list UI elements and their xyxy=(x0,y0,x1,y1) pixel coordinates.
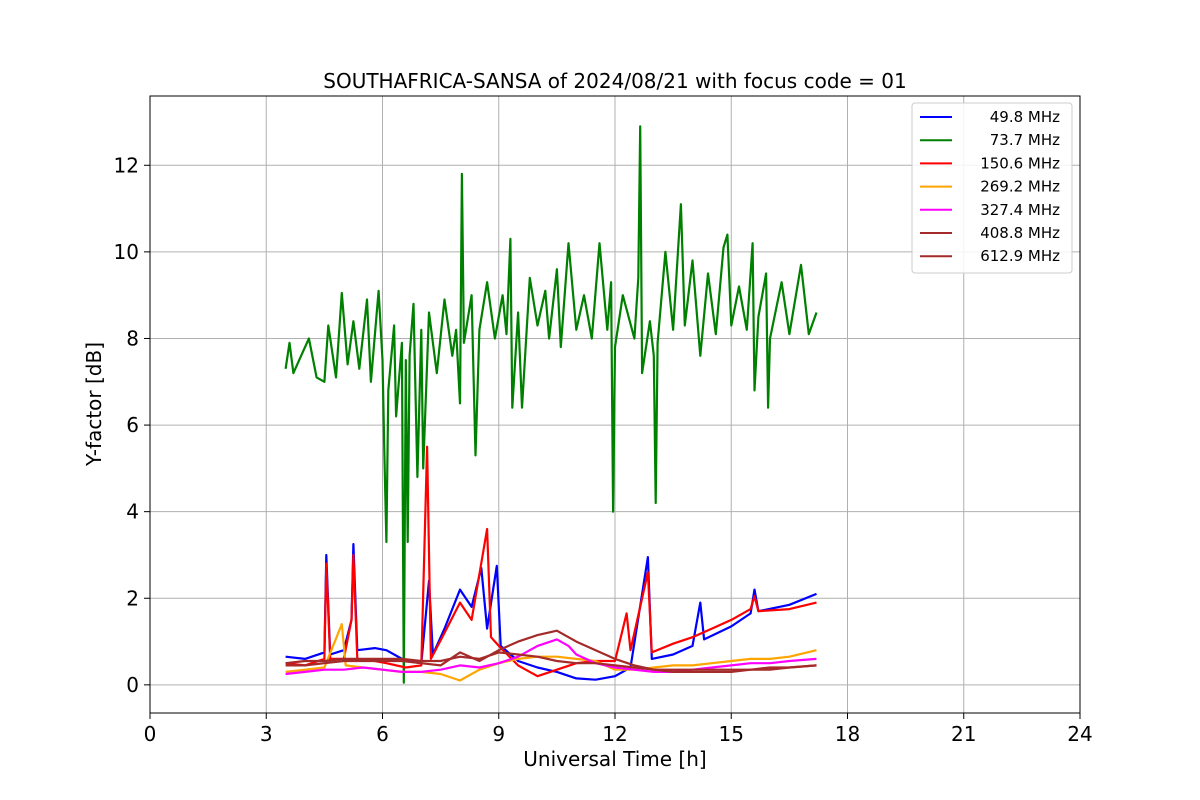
series-line-408-8-mhz xyxy=(285,629,817,673)
x-axis-label: Universal Time [h] xyxy=(523,747,706,771)
series-408-8-mhz xyxy=(285,629,817,673)
x-tick-label: 9 xyxy=(492,722,505,746)
y-tick-label: 12 xyxy=(114,153,139,177)
x-tick-label: 21 xyxy=(951,722,976,746)
series-line-73-7-mhz xyxy=(284,125,818,684)
y-tick-label: 2 xyxy=(126,586,139,610)
y-axis: 0 2 4 6 8 10 12 xyxy=(114,153,150,697)
series-line-327-4-mhz xyxy=(285,638,817,676)
series-73-7-mhz xyxy=(284,125,818,684)
series-layer xyxy=(284,125,818,684)
legend-label-327-4-mhz: 327.4 MHz xyxy=(980,201,1060,219)
y-axis-label: Y-factor [dB] xyxy=(82,342,106,467)
legend-box xyxy=(911,102,1073,274)
legend-label-408-8-mhz: 408.8 MHz xyxy=(980,224,1060,242)
legend-label-612-9-mhz: 612.9 MHz xyxy=(980,247,1060,265)
y-tick-label: 10 xyxy=(114,240,139,264)
y-tick-label: 8 xyxy=(126,326,139,350)
x-tick-label: 24 xyxy=(1067,722,1092,746)
legend-label-73-7-mhz: 73.7 MHz xyxy=(990,131,1060,149)
legend-label-269-2-mhz: 269.2 MHz xyxy=(980,178,1060,196)
legend: 49.8 MHz 73.7 MHz 150.6 MHz 269.2 MHz 327.4 … xyxy=(911,102,1073,274)
x-tick-label: 12 xyxy=(602,722,627,746)
x-tick-label: 18 xyxy=(835,722,860,746)
y-tick-label: 0 xyxy=(126,673,139,697)
series-line-612-9-mhz xyxy=(285,651,817,671)
series-612-9-mhz xyxy=(285,651,817,671)
y-tick-label: 4 xyxy=(126,500,139,524)
y-tick-label: 6 xyxy=(126,413,139,437)
series-327-4-mhz xyxy=(285,638,817,676)
x-tick-label: 6 xyxy=(376,722,389,746)
x-tick-label: 0 xyxy=(144,722,157,746)
x-tick-label: 3 xyxy=(260,722,273,746)
x-tick-label: 15 xyxy=(719,722,744,746)
x-axis: 0 3 6 9 12 15 18 21 24 xyxy=(144,713,1093,746)
legend-label-150-6-mhz: 150.6 MHz xyxy=(980,154,1060,172)
chart-title: SOUTHAFRICA-SANSA of 2024/08/21 with foc… xyxy=(323,69,907,93)
series-150-6-mhz xyxy=(285,445,817,678)
series-line-150-6-mhz xyxy=(285,445,817,678)
legend-label-49-8-mhz: 49.8 MHz xyxy=(990,108,1060,126)
